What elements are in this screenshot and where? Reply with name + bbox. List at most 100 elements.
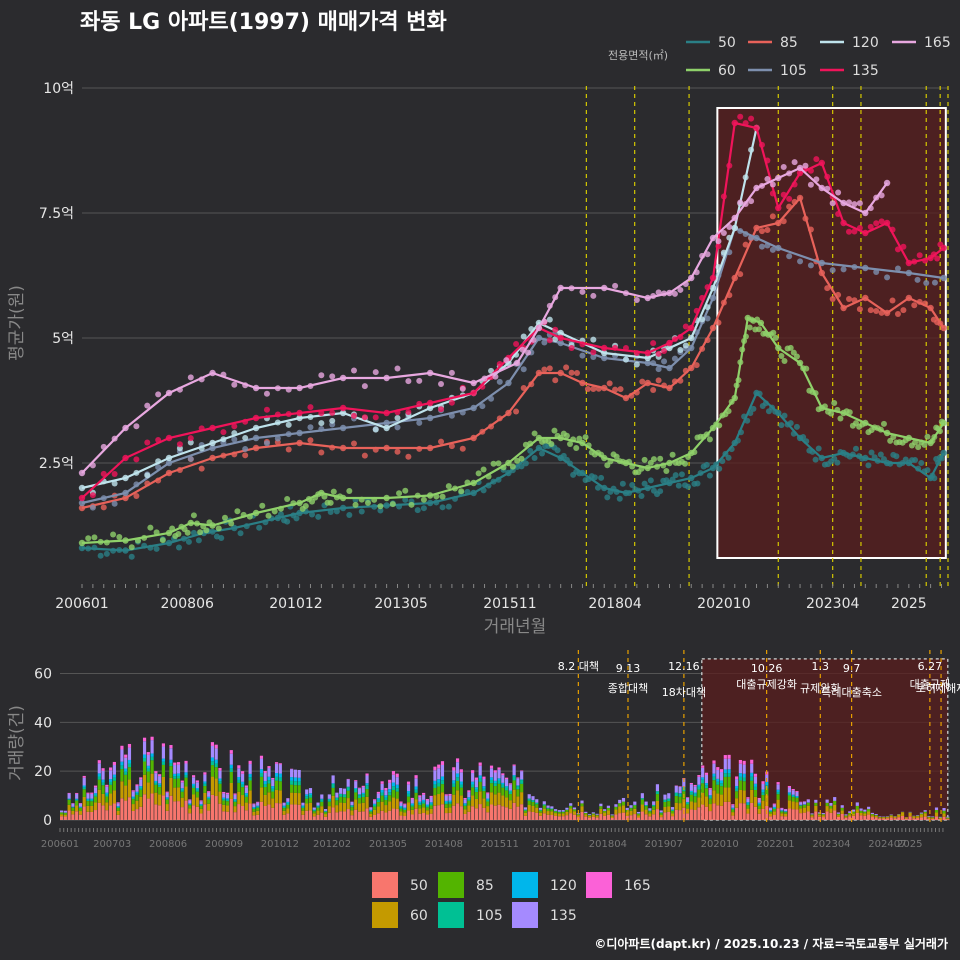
data-point-50 [256,524,263,531]
data-point-60 [828,410,835,417]
bar-segment-135 [772,804,776,807]
bar-segment-85 [207,799,211,804]
bar-segment-60 [655,800,660,810]
bar-segment-120 [184,772,188,775]
data-point-60 [495,460,502,467]
bar-segment-50 [346,809,350,820]
bar-segment-60 [505,797,509,808]
bar-segment-85 [791,797,795,802]
bar-segment-50 [719,805,724,820]
bar-segment-50 [757,813,761,820]
bar-segment-105 [203,783,207,787]
x-tick-label: 201511 [483,596,536,612]
bar-segment-50 [335,812,339,820]
bar-segment-120 [222,797,226,800]
data-point-120 [329,417,336,424]
bar-segment-105 [316,806,320,808]
bar-segment-135 [75,793,79,799]
bar-segment-85 [406,796,411,803]
policy-name-label: 대출규제강화 [736,678,797,691]
bar-segment-135 [621,797,626,802]
bar-segment-50 [614,814,618,820]
bar-segment-135 [802,801,807,805]
data-point-85 [753,224,760,232]
bar-segment-135 [667,793,671,799]
data-point-120 [528,326,535,333]
bar-segment-105 [297,781,301,786]
data-point-85 [133,493,140,500]
bar-segment-120 [765,781,769,786]
data-point-60 [812,390,819,397]
bar-segment-165 [384,787,388,791]
data-point-85 [688,364,695,372]
bar-segment-105 [474,789,479,793]
data-point-165 [845,199,852,206]
bar-segment-85 [851,811,856,814]
bar-segment-50 [286,813,290,820]
data-point-165 [601,284,608,292]
bar-segment-135 [124,757,128,769]
data-point-85 [682,367,689,374]
data-point-105 [274,435,281,442]
bar-segment-165 [704,772,709,775]
bar-segment-135 [768,808,773,811]
bar-segment-50 [723,801,727,820]
data-point-85 [307,437,314,444]
bar-segment-165 [146,752,150,755]
data-point-50 [485,482,492,489]
data-point-50 [116,547,123,554]
bar-segment-50 [139,806,143,820]
data-point-60 [778,352,785,359]
bar-segment-135 [388,782,392,790]
bar-x-tick-label: 202304 [812,839,850,850]
bar-segment-85 [667,801,671,807]
data-point-135 [818,159,825,167]
bar-segment-60 [787,800,792,809]
bar-segment-120 [252,807,256,809]
bar-segment-50 [388,810,392,820]
bar-segment-85 [120,769,124,782]
data-point-50 [762,400,769,407]
bar-segment-135 [233,794,237,800]
bar-segment-135 [825,799,829,803]
bar-segment-165 [90,792,94,794]
bar-segment-105 [225,799,230,802]
data-point-135 [677,334,684,341]
bar-segment-135 [836,812,841,814]
bar-segment-135 [659,810,663,813]
bar-segment-105 [233,800,237,802]
data-point-105 [394,424,401,431]
data-point-105 [905,269,913,277]
data-point-165 [840,199,847,207]
bar-segment-85 [105,796,109,803]
data-point-105 [231,436,238,443]
data-point-135 [666,339,673,347]
bar-legend-swatch-50 [372,872,398,898]
bar-segment-120 [768,810,773,812]
bar-segment-60 [931,817,935,819]
bar-segment-105 [550,808,554,810]
data-point-60 [194,520,201,527]
bar-segment-85 [674,796,678,803]
bar-segment-85 [655,794,660,801]
bar-segment-135 [712,763,716,774]
bar-segment-135 [580,800,584,804]
bar-segment-50 [120,798,124,820]
data-point-50 [594,484,601,491]
data-point-60 [371,496,378,503]
bar-segment-120 [497,778,501,781]
bar-segment-135 [440,764,445,777]
bar-segment-105 [169,762,173,767]
bar-segment-60 [919,814,924,818]
bar-segment-105 [263,783,267,787]
bar-segment-50 [795,809,799,820]
data-point-135 [133,456,140,463]
data-point-60 [629,463,636,470]
data-point-85 [361,452,368,459]
data-point-60 [147,524,154,531]
data-point-50 [185,538,192,545]
bar-segment-60 [893,816,897,819]
bar-segment-60 [418,808,422,814]
bar-segment-60 [241,795,245,807]
data-point-85 [883,309,891,317]
